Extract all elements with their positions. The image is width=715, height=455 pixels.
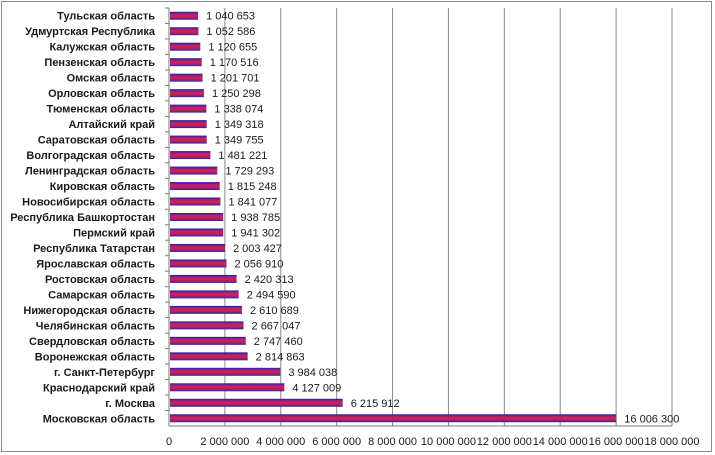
axes: [165, 7, 672, 427]
data-label: 3 984 038: [288, 367, 337, 379]
category-label: Челябинская область: [36, 320, 156, 332]
category-label: Пермский край: [73, 227, 155, 239]
data-label: 2 003 427: [233, 243, 282, 255]
x-tick-label: 18 000 000: [644, 436, 699, 448]
category-label: Воронежская область: [35, 351, 155, 363]
bar: [170, 228, 224, 237]
data-label: 2 814 863: [256, 351, 305, 363]
bar: [170, 259, 227, 268]
category-label: Тюменская область: [46, 104, 155, 116]
category-label: Самарская область: [48, 289, 155, 301]
bar: [170, 336, 246, 345]
bar: [170, 73, 203, 82]
bar: [170, 104, 207, 113]
category-label: г. Москва: [105, 398, 156, 410]
x-tick-label: 0: [166, 436, 172, 448]
category-label: Новосибирская область: [22, 197, 155, 209]
data-label: 2 610 689: [250, 305, 299, 317]
category-label: Омская область: [67, 73, 156, 85]
category-label: Московская область: [43, 413, 155, 425]
bar: [170, 290, 239, 299]
category-label: Республика Башкортостан: [10, 212, 155, 224]
data-label: 1 349 755: [215, 135, 264, 147]
data-label: 1 349 318: [215, 119, 264, 131]
bar: [170, 383, 285, 392]
x-tick-label: 12 000 000: [477, 436, 532, 448]
bar: [170, 352, 248, 361]
category-label: Кировская область: [50, 181, 155, 193]
bar: [170, 414, 617, 423]
data-label: 1 481 221: [218, 150, 267, 162]
data-label: 1 170 516: [210, 57, 259, 69]
data-label: 1 841 077: [228, 197, 277, 209]
data-label: 1 338 074: [214, 104, 263, 116]
data-label: 1 120 655: [208, 42, 257, 54]
category-label: Пензенская область: [44, 57, 155, 69]
data-label: 2 056 910: [234, 258, 283, 270]
x-tick-label: 14 000 000: [533, 436, 588, 448]
data-label: 1 938 785: [231, 212, 280, 224]
bar: [170, 89, 204, 98]
bar: [170, 305, 242, 314]
bar: [170, 151, 211, 160]
bar: [170, 166, 218, 175]
bar: [170, 120, 207, 129]
bar: [170, 42, 201, 51]
bar: [170, 243, 225, 252]
x-tick-label: 16 000 000: [589, 436, 644, 448]
category-label: Нижегородская область: [23, 305, 155, 317]
data-label: 2 747 460: [254, 336, 303, 348]
category-label: Орловская область: [48, 88, 155, 100]
bar: [170, 27, 199, 36]
category-label: Республика Татарстан: [33, 243, 155, 255]
bar: [170, 182, 220, 191]
data-label: 1 941 302: [231, 227, 280, 239]
data-label: 2 667 047: [252, 320, 301, 332]
category-label: Ростовская область: [45, 274, 155, 286]
category-label: Саратовская область: [38, 135, 156, 147]
data-label: 4 127 009: [292, 382, 341, 394]
x-tick-label: 6 000 000: [312, 436, 361, 448]
data-label: 1 040 653: [206, 11, 255, 23]
category-label: Удмуртская Республика: [25, 26, 156, 38]
bars: [170, 11, 617, 423]
x-tick-label: 2 000 000: [200, 436, 249, 448]
data-label: 1 729 293: [225, 166, 274, 178]
bar: [170, 58, 202, 67]
x-tick-label: 10 000 000: [421, 436, 476, 448]
data-label: 2 420 313: [245, 274, 294, 286]
data-label: 1 201 701: [211, 73, 260, 85]
data-label: 16 006 300: [624, 413, 679, 425]
category-label: Калужская область: [49, 42, 155, 54]
category-label: Тульская область: [57, 11, 155, 23]
category-label: Ленинградская область: [25, 166, 155, 178]
category-label: Ярославская область: [36, 258, 155, 270]
category-label: Волгоградская область: [26, 150, 155, 162]
data-label: 1 250 298: [212, 88, 261, 100]
bar: [170, 135, 207, 144]
bar: [170, 213, 224, 221]
data-label: 2 494 590: [247, 289, 296, 301]
bar: [170, 321, 244, 330]
data-label: 6 215 912: [351, 398, 400, 410]
bar: [170, 11, 199, 20]
category-label: Свердловская область: [29, 336, 155, 348]
category-label: г. Санкт-Петербург: [54, 367, 155, 379]
bar: [170, 398, 343, 407]
x-tick-label: 4 000 000: [256, 436, 305, 448]
bar: [170, 197, 221, 206]
x-tick-label: 8 000 000: [368, 436, 417, 448]
category-label: Краснодарский край: [43, 382, 155, 394]
bar: [170, 274, 237, 283]
data-label: 1 052 586: [206, 26, 255, 38]
labels: 0 2 000 000 4 000 000 6 000 000 8 000 000 10 …: [10, 11, 699, 448]
bar: [170, 367, 281, 376]
data-label: 1 815 248: [228, 181, 277, 193]
category-label: Алтайский край: [68, 119, 155, 131]
